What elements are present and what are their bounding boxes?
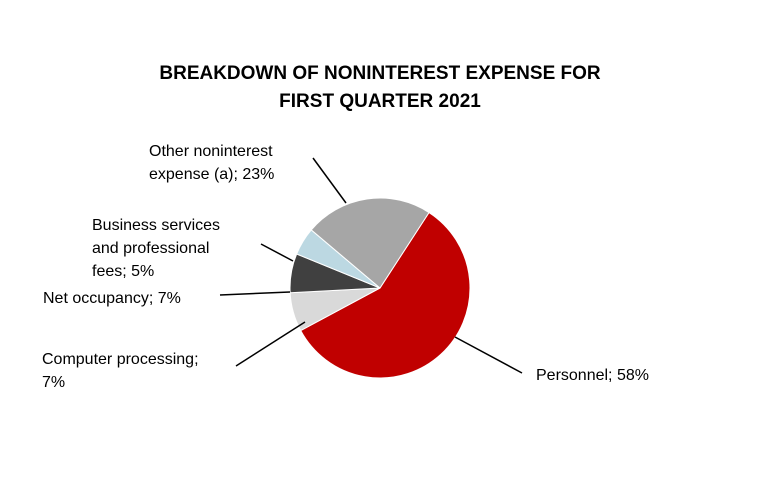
chart-title-line: BREAKDOWN OF NONINTEREST EXPENSE FOR: [159, 63, 601, 84]
leader-line-other-noninterest: [312, 157, 347, 204]
pie-slice-personnel: [300, 211, 471, 379]
slice-label-personnel: Personnel; 58%: [536, 367, 649, 384]
chart-title: BREAKDOWN OF NONINTEREST EXPENSE FOR FIR…: [0, 60, 760, 116]
leader-line-business-services: [260, 243, 294, 262]
leader-line-personnel: [454, 336, 523, 374]
slice-label-other-noninterest: Other noninterest expense (a); 23%: [149, 143, 275, 183]
slice-label-net-occupancy: Net occupancy; 7%: [43, 290, 181, 307]
pie-slice-other-noninterest: [310, 197, 430, 289]
chart-title-line: FIRST QUARTER 2021: [279, 91, 481, 112]
leader-line-net-occupancy: [219, 291, 291, 296]
leader-lines: [219, 157, 523, 374]
slice-label-computer-processing: Computer processing; 7%: [42, 351, 199, 391]
slice-label-business-services: Business services and professional fees;…: [92, 217, 221, 280]
leader-line-computer-processing: [235, 321, 306, 367]
pie-slices: [289, 197, 471, 379]
